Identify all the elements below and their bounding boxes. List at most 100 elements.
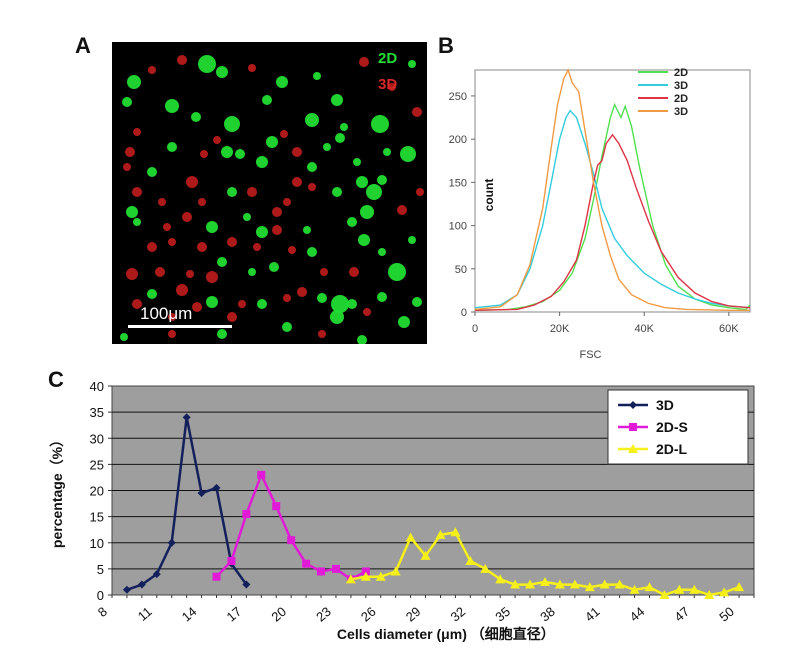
red-cell [297,287,307,297]
green-cell [307,247,317,257]
red-cell [186,176,198,188]
series-line-2 [474,109,751,309]
red-cell [363,308,371,316]
legend-2d-label: 2D [378,50,398,67]
data-point-2D-L [360,571,371,581]
green-cell [371,115,389,133]
data-point-2D-L [704,590,715,599]
data-point-3D [197,489,206,498]
panel-label-a: A [75,33,91,58]
data-point-2D-S [212,572,221,581]
y-tick-label: 20 [90,484,104,499]
green-cell [282,322,292,332]
data-point-2D-S [629,423,637,431]
x-tick-label: 32 [448,604,469,625]
x-tick-label: 38 [537,604,558,625]
green-cell [330,310,344,324]
green-cell [377,175,387,185]
x-tick-label: 8 [95,604,110,620]
red-cell [283,198,291,206]
legend-label-3: 2D [674,93,688,105]
red-cell [176,284,188,296]
red-cell [308,183,316,191]
data-point-2D-L [674,584,685,594]
red-cell [292,147,302,157]
data-point-2D-L [435,529,446,539]
y-tick-label: 50 [455,264,467,276]
x-tick-label: 0 [472,323,478,335]
data-point-3D [167,538,176,547]
x-tick-label: 35 [492,604,513,625]
green-cell [412,297,422,307]
green-cell [256,226,268,238]
red-cell [227,312,237,322]
y-tick-label: 35 [90,405,104,420]
data-point-2D-L [405,532,416,542]
green-cell [331,94,343,106]
data-point-3D [152,570,161,579]
green-cell [400,146,416,162]
red-cell [416,188,424,196]
data-point-2D-L [719,587,730,597]
red-cell [147,242,157,252]
green-cell [366,184,382,200]
x-tick-label: 50 [716,604,737,625]
data-point-3D [242,580,251,589]
green-cell [217,257,227,267]
red-cell [182,212,192,222]
data-point-3D [137,580,146,589]
green-cell [357,335,367,344]
red-cell [318,330,326,338]
red-cell [397,205,407,215]
green-cell [216,66,228,78]
green-cell [340,123,348,131]
data-point-2D-S [302,559,311,568]
data-point-2D-S [242,510,251,519]
red-cell [283,294,291,302]
red-cell [133,128,141,136]
x-tick-label: 44 [627,604,648,625]
green-cell [122,97,132,107]
micrograph-panel: 2D 3D 100μm [112,42,427,344]
green-cell [356,176,368,188]
green-cell [133,218,141,226]
data-point-2D-L [420,550,431,560]
green-cell [217,329,227,339]
green-cell [408,236,416,244]
green-cell [317,293,327,303]
red-cell [388,83,396,91]
green-cell [262,95,272,105]
data-point-3D [629,401,637,409]
red-cell [186,270,194,278]
data-point-2D-L [345,574,356,584]
y-tick-label: 25 [90,457,104,472]
red-cell [247,187,257,197]
legend-label-2D-L: 2D-L [656,441,688,457]
legend-label-4: 3D [674,106,688,118]
red-cell [125,147,135,157]
data-point-2D-L [480,563,491,573]
x-tick-label: 20 [268,604,289,625]
red-cell [238,300,246,308]
data-point-2D-L [569,579,580,589]
green-cell [126,206,138,218]
y-tick-label: 30 [90,431,104,446]
red-cell [148,66,156,74]
data-point-2D-S [257,470,266,479]
legend-label-2D-S: 2D-S [656,419,688,435]
legend-label-2: 3D [674,80,688,92]
data-point-2D-L [375,571,386,581]
green-cell [206,221,218,233]
cell-image [120,55,424,344]
data-point-2D-L [614,579,625,589]
y-tick-label: 100 [449,221,467,233]
panel-label-c: C [48,367,64,392]
y-tick-label: 40 [90,379,104,394]
x-tick-label: 47 [671,604,692,625]
red-cell [288,246,296,254]
green-cell [276,76,288,88]
x-axis-label: FSC [580,349,602,361]
x-tick-label: 14 [179,604,200,625]
red-cell [158,198,166,206]
green-cell [307,162,317,172]
